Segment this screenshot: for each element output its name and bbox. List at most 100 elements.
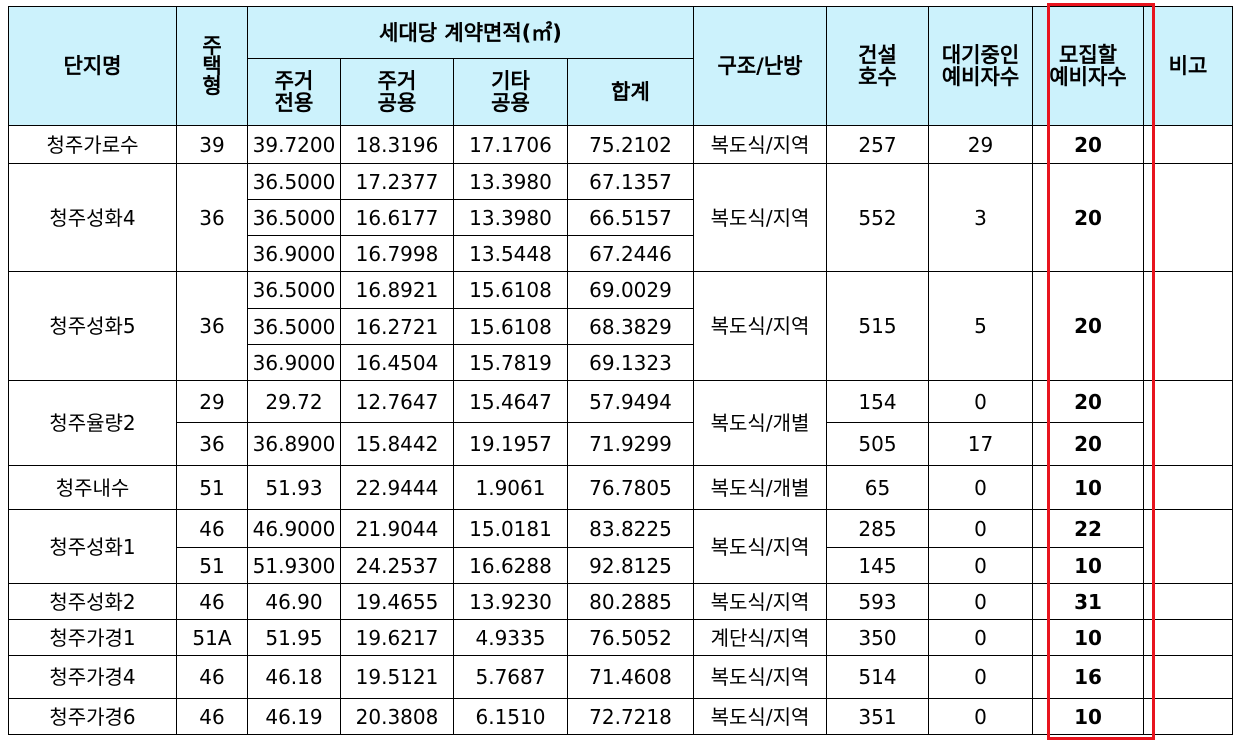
- recruit: 20: [1032, 163, 1144, 272]
- structure: 복도식/지역: [693, 163, 827, 272]
- res-exclusive: 36.5000: [247, 308, 341, 345]
- other-common: 13.5448: [453, 235, 568, 272]
- structure: 복도식/개별: [693, 465, 827, 510]
- waiting: 0: [928, 465, 1033, 510]
- recruit: 22: [1032, 509, 1144, 548]
- waiting: 0: [928, 698, 1033, 735]
- header-waiting: 대기중인 예비자수: [928, 6, 1033, 126]
- remarks: [1143, 655, 1233, 699]
- structure: 복도식/지역: [693, 509, 827, 584]
- header-other-common-label: 기타 공용: [491, 69, 530, 115]
- area-total: 69.1323: [567, 344, 694, 381]
- res-common: 15.8442: [340, 422, 454, 466]
- header-other-common: 기타 공용: [453, 58, 568, 126]
- remarks: [1143, 698, 1233, 735]
- res-common: 12.7647: [340, 380, 454, 423]
- table-row: 36.9000 16.7998 13.5448 67.2446: [9, 235, 1233, 272]
- header-total: 합계: [567, 58, 694, 126]
- header-res-common: 주거 공용: [340, 58, 454, 126]
- res-exclusive: 36.5000: [247, 271, 341, 309]
- other-common: 15.4647: [453, 380, 568, 423]
- res-common: 16.7998: [340, 235, 454, 272]
- res-common: 21.9044: [340, 509, 454, 548]
- table-row: 51 51.9300 24.2537 16.6288 92.8125 145 0…: [9, 547, 1233, 584]
- area-total: 75.2102: [567, 125, 694, 164]
- recruit: 20: [1032, 271, 1144, 381]
- res-common: 24.2537: [340, 547, 454, 584]
- other-common: 1.9061: [453, 465, 568, 510]
- remarks: [1143, 271, 1233, 381]
- complex-name: 청주성화5: [8, 271, 177, 381]
- res-exclusive: 51.9300: [247, 547, 341, 584]
- other-common: 15.6108: [453, 308, 568, 345]
- res-common: 17.2377: [340, 163, 454, 200]
- waiting: 29: [928, 125, 1033, 164]
- res-exclusive: 51.93: [247, 465, 341, 510]
- waiting: 5: [928, 271, 1033, 381]
- other-common: 13.3980: [453, 163, 568, 200]
- housing-type: 36: [176, 163, 248, 272]
- res-exclusive: 46.19: [247, 698, 341, 735]
- res-exclusive: 36.5000: [247, 199, 341, 236]
- table-row: 청주가로수 39 39.7200 18.3196 17.1706 75.2102…: [8, 125, 1233, 164]
- header-complex: 단지명: [8, 6, 177, 126]
- housing-type: 36: [176, 271, 248, 381]
- recruit: 31: [1032, 583, 1144, 620]
- res-common: 19.6217: [340, 619, 454, 656]
- complex-name: 청주가로수: [8, 125, 177, 164]
- header-housing-type: 주 택 형: [176, 6, 248, 126]
- households: 505: [826, 422, 929, 466]
- housing-type: 51: [176, 547, 248, 584]
- structure: 복도식/지역: [693, 583, 827, 620]
- recruit: 20: [1032, 380, 1144, 423]
- res-common: 22.9444: [340, 465, 454, 510]
- housing-type: 51A: [176, 619, 248, 656]
- area-total: 92.8125: [567, 547, 694, 584]
- remarks: [1143, 509, 1233, 584]
- housing-type: 46: [176, 583, 248, 620]
- recruit: 16: [1032, 655, 1144, 699]
- households: 515: [826, 271, 929, 381]
- complex-name: 청주가경1: [8, 619, 177, 656]
- table-row: 36.5000 16.6177 13.3980 66.5157: [9, 199, 1233, 236]
- header-res-common-label: 주거 공용: [377, 69, 417, 115]
- waiting: 0: [928, 583, 1033, 620]
- res-common: 16.2721: [340, 308, 454, 345]
- res-common: 19.4655: [340, 583, 454, 620]
- header-households-label: 건설 호수: [858, 43, 897, 89]
- waiting: 0: [928, 547, 1033, 584]
- res-common: 18.3196: [340, 125, 454, 164]
- other-common: 19.1957: [453, 422, 568, 466]
- area-total: 83.8225: [567, 509, 694, 548]
- complex-name: 청주율량2: [8, 380, 177, 466]
- table-row: 청주가경6 46 46.19 20.3808 6.1510 72.7218 복도…: [8, 698, 1233, 735]
- households: 285: [826, 509, 929, 548]
- table-row: 36.9000 16.4504 15.7819 69.1323: [9, 344, 1233, 381]
- remarks: [1143, 619, 1233, 656]
- recruit: 20: [1032, 125, 1144, 164]
- remarks: [1143, 465, 1233, 510]
- res-exclusive: 36.8900: [247, 422, 341, 466]
- area-total: 68.3829: [567, 308, 694, 345]
- res-exclusive: 29.72: [247, 380, 341, 423]
- other-common: 17.1706: [453, 125, 568, 164]
- res-exclusive: 36.9000: [247, 235, 341, 272]
- housing-type: 51: [176, 465, 248, 510]
- res-exclusive: 46.18: [247, 655, 341, 699]
- households: 514: [826, 655, 929, 699]
- header-households: 건설 호수: [826, 6, 929, 126]
- households: 351: [826, 698, 929, 735]
- header-housing-type-label: 주 택 형: [202, 33, 222, 98]
- table-row: 청주율량2 29 29.72 12.7647 15.4647 57.9494 복…: [8, 380, 1233, 466]
- complex-name: 청주가경6: [8, 698, 177, 735]
- table-row: 36 36.8900 15.8442 19.1957 71.9299 505 1…: [9, 422, 1233, 466]
- structure: 복도식/지역: [693, 271, 827, 381]
- other-common: 15.0181: [453, 509, 568, 548]
- waiting: 0: [928, 655, 1033, 699]
- structure: 복도식/지역: [693, 655, 827, 699]
- waiting: 0: [928, 509, 1033, 548]
- recruit: 20: [1032, 422, 1144, 466]
- table-row: 청주성화5 36 36.5000 16.8921 15.6108 69.0029…: [8, 271, 1233, 381]
- other-common: 16.6288: [453, 547, 568, 584]
- structure: 복도식/지역: [693, 125, 827, 164]
